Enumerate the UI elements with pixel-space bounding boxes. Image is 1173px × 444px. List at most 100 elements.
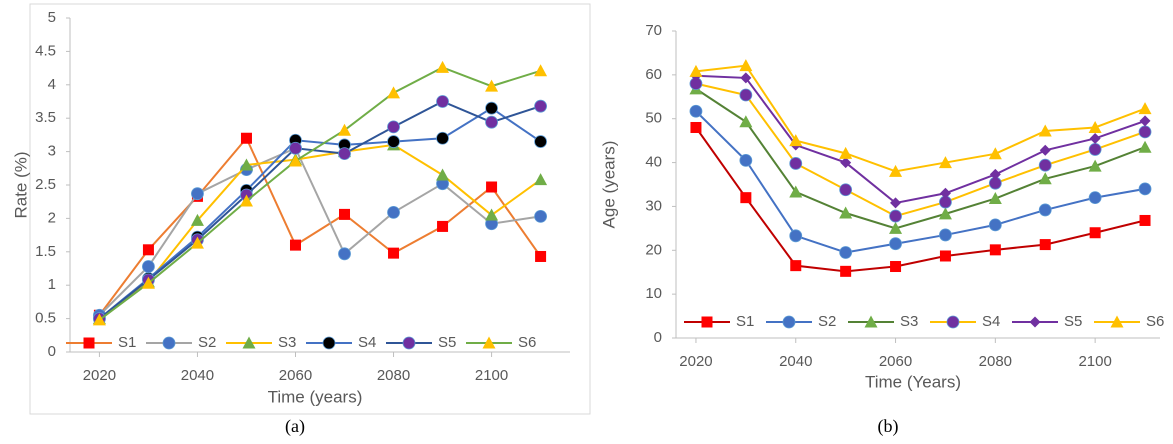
marker <box>437 220 449 232</box>
marker <box>482 336 496 349</box>
marker <box>1038 172 1052 185</box>
y-tick-label: 4 <box>48 76 56 93</box>
x-tick-label: 2080 <box>377 367 410 384</box>
marker <box>289 239 301 251</box>
y-axis-label: Rate (%) <box>11 151 30 218</box>
y-tick-label: 4.5 <box>35 42 56 59</box>
marker <box>162 336 176 350</box>
y-tick-label: 3.5 <box>35 109 56 126</box>
marker <box>740 192 752 204</box>
marker <box>485 115 498 129</box>
legend-label: S3 <box>278 334 296 351</box>
marker <box>939 187 951 199</box>
marker <box>1088 191 1102 205</box>
marker <box>322 336 336 350</box>
marker <box>436 168 450 181</box>
marker <box>839 183 853 197</box>
marker <box>1138 140 1152 153</box>
series-line <box>98 66 541 321</box>
series-line <box>695 64 1146 173</box>
marker <box>388 247 400 259</box>
y-tick-label: 0 <box>654 329 662 346</box>
marker <box>141 276 155 289</box>
legend-label: S6 <box>518 334 536 351</box>
marker <box>534 135 547 148</box>
x-tick-label: 2040 <box>181 367 214 384</box>
marker <box>946 315 960 329</box>
marker <box>1089 132 1101 144</box>
x-tick-label: 2100 <box>475 367 508 384</box>
marker <box>739 115 753 128</box>
marker <box>739 59 753 72</box>
marker <box>938 156 952 169</box>
legend-label: S1 <box>118 334 136 351</box>
series-line <box>98 100 541 320</box>
marker <box>1138 125 1152 139</box>
marker <box>486 181 498 193</box>
legend-label: S3 <box>900 313 918 330</box>
marker <box>889 209 902 223</box>
marker <box>1088 120 1102 133</box>
x-tick-label: 2020 <box>83 367 116 384</box>
x-tick-label: 2060 <box>879 353 912 370</box>
series-line <box>695 74 1146 204</box>
y-tick-label: 2 <box>48 209 56 226</box>
marker <box>789 134 803 147</box>
marker <box>988 218 1002 232</box>
marker <box>338 147 351 161</box>
y-tick-label: 70 <box>645 22 662 39</box>
marker <box>1138 102 1152 115</box>
y-tick-label: 60 <box>645 66 662 83</box>
marker <box>989 168 1001 180</box>
x-tick-label: 2100 <box>1078 353 1111 370</box>
legend-label: S4 <box>358 334 376 351</box>
series-line <box>695 110 1146 254</box>
marker <box>240 132 252 144</box>
marker <box>988 192 1002 205</box>
marker <box>701 316 713 328</box>
marker <box>740 72 752 84</box>
marker <box>988 147 1002 160</box>
marker <box>739 88 753 102</box>
marker <box>1110 315 1124 328</box>
marker <box>436 95 449 108</box>
x-tick-label: 2020 <box>679 353 712 370</box>
marker <box>83 337 95 349</box>
marker <box>889 164 903 177</box>
marker <box>242 336 256 349</box>
marker <box>1029 316 1041 328</box>
series-line <box>98 106 542 320</box>
marker <box>534 64 548 77</box>
marker <box>789 229 803 243</box>
marker <box>1139 115 1151 127</box>
marker <box>1138 182 1152 196</box>
marker <box>142 244 154 256</box>
series-line <box>98 143 542 320</box>
series-line <box>695 88 1146 230</box>
marker <box>839 206 853 219</box>
marker <box>92 313 106 326</box>
marker <box>1088 159 1102 172</box>
marker <box>338 123 352 136</box>
y-tick-label: 1.5 <box>35 243 56 260</box>
marker <box>689 104 703 118</box>
marker <box>387 205 400 219</box>
marker <box>864 315 878 328</box>
marker <box>1038 203 1052 217</box>
marker <box>534 209 547 223</box>
legend-label: S5 <box>438 334 456 351</box>
legend-label: S5 <box>1064 313 1082 330</box>
marker <box>1038 158 1052 172</box>
x-tick-label: 2060 <box>279 367 312 384</box>
marker <box>989 244 1001 256</box>
y-tick-label: 3 <box>48 143 56 160</box>
marker <box>840 265 852 277</box>
y-tick-label: 20 <box>645 241 662 258</box>
marker <box>534 173 548 186</box>
x-axis-label: Time (years) <box>268 387 363 406</box>
marker <box>890 261 902 273</box>
marker <box>289 141 302 155</box>
marker <box>239 158 253 171</box>
marker <box>339 208 351 220</box>
y-tick-label: 50 <box>645 110 662 127</box>
